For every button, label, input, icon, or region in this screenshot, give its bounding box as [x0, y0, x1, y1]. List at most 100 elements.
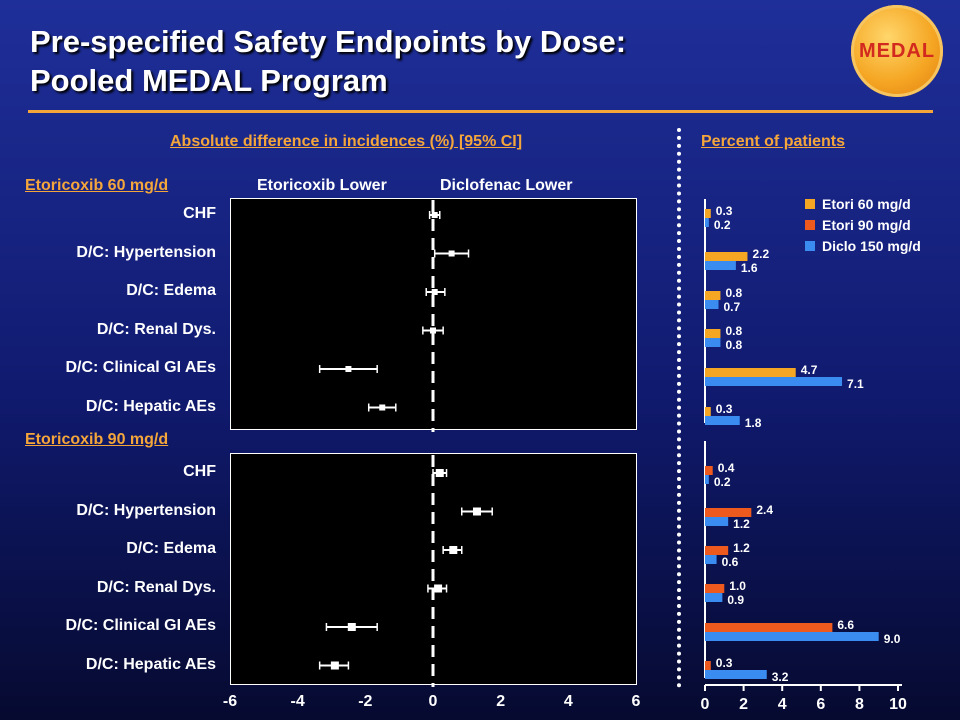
ci-marker-chf: [428, 211, 441, 219]
x-tick-label: 6: [632, 693, 641, 710]
bar-etori-60-mg-d: [705, 368, 796, 377]
row-label-d-c-renal-dys: D/C: Renal Dys.: [96, 578, 216, 596]
row-label-chf: CHF: [183, 463, 216, 480]
point-estimate: [449, 546, 458, 554]
bar-etori-60-mg-d: [705, 329, 721, 338]
bar-value-label: 1.2: [733, 541, 750, 555]
point-estimate: [431, 212, 438, 218]
slide-title-line1: Pre-specified Safety Endpoints by Dose:: [30, 24, 627, 59]
bar-value-label: 0.6: [722, 555, 739, 569]
point-estimate: [379, 404, 386, 411]
legend-swatch-etori-60: [805, 198, 815, 209]
bar-diclo-150-mg-d: [705, 475, 709, 484]
row-label-d-c-edema: D/C: Edema: [126, 540, 216, 557]
bar-value-label: 7.1: [847, 377, 864, 391]
logo-text: MEDAL: [858, 39, 936, 62]
bar-value-label: 0.3: [716, 402, 733, 416]
row-label-d-c-renal-dys: D/C: Renal Dys.: [96, 320, 216, 338]
bar-etori-90-mg-d: [705, 623, 833, 632]
row-label-d-c-hypertension: D/C: Hypertension: [76, 243, 216, 261]
bar-etori-90-mg-d: [705, 584, 725, 593]
row-label-d-c-hepatic-aes: D/C: Hepatic AEs: [85, 397, 216, 415]
bar-x-tick-label: 4: [778, 696, 787, 713]
bar-value-label: 1.0: [729, 579, 746, 593]
point-estimate: [347, 623, 356, 631]
legend-swatch-diclo-150: [805, 240, 815, 251]
bar-value-label: 0.4: [718, 461, 735, 475]
ci-marker-d-c-hypertension: [461, 507, 493, 516]
legend-swatch-etori-90: [805, 219, 815, 230]
ci-marker-d-c-edema: [425, 288, 446, 296]
bar-legend: Etori 60 mg/d Etori 90 mg/d Diclo 150 mg…: [805, 193, 921, 256]
row-label-d-c-clinical-gi-aes: D/C: Clinical GI AEs: [65, 617, 216, 634]
x-tick-label: -2: [358, 693, 372, 710]
bar-value-label: 9.0: [884, 632, 901, 646]
right-section-header: Percent of patients: [701, 133, 846, 150]
bar-diclo-150-mg-d: [705, 593, 723, 602]
bar-etori-90-mg-d: [705, 466, 713, 475]
bar-diclo-150-mg-d: [705, 300, 719, 309]
bar-x-tick-label: 2: [739, 696, 748, 713]
bar-value-label: 2.4: [756, 503, 773, 517]
bar-value-label: 0.3: [716, 204, 733, 218]
legend-label-diclo-150: Diclo 150 mg/d: [822, 237, 921, 254]
bar-value-label: 1.6: [741, 261, 758, 275]
legend-label-etori-90: Etori 90 mg/d: [822, 216, 911, 233]
bar-value-label: 1.2: [733, 517, 750, 531]
bar-etori-90-mg-d: [705, 546, 729, 555]
ci-marker-d-c-renal-dys: [422, 326, 444, 335]
bar-diclo-150-mg-d: [705, 632, 879, 641]
row-label-d-c-clinical-gi-aes: D/C: Clinical GI AEs: [65, 359, 216, 376]
ci-marker-d-c-hepatic-aes: [318, 661, 350, 670]
bar-value-label: 0.8: [725, 286, 742, 300]
x-tick-label: -6: [223, 693, 237, 710]
group-header-90: Etoricoxib 90 mg/d: [25, 431, 169, 448]
ci-marker-d-c-renal-dys: [427, 584, 448, 593]
x-tick-label: 2: [496, 693, 505, 710]
x-tick-label: 4: [564, 693, 573, 710]
bar-value-label: 0.8: [725, 338, 742, 352]
bar-x-tick-label: 10: [889, 696, 907, 713]
bar-value-label: 3.2: [772, 670, 789, 684]
medal-logo: MEDAL: [851, 5, 943, 97]
point-estimate: [435, 469, 444, 477]
bar-diclo-150-mg-d: [705, 338, 721, 347]
bar-value-label: 0.7: [724, 300, 741, 314]
ci-marker-d-c-hypertension: [433, 249, 470, 258]
column-header-diclofenac-lower: Diclofenac Lower: [440, 177, 573, 194]
bar-value-label: 2.2: [752, 247, 769, 261]
point-estimate: [472, 507, 481, 516]
x-tick-label: -4: [291, 693, 305, 710]
bar-x-tick-label: 0: [701, 696, 710, 713]
bar-x-tick-label: 6: [816, 696, 825, 713]
bar-etori-60-mg-d: [705, 209, 711, 218]
point-estimate: [434, 584, 443, 593]
bar-value-label: 4.7: [801, 363, 818, 377]
point-estimate: [448, 250, 455, 257]
title-underline: [28, 110, 933, 113]
group-header-60: Etoricoxib 60 mg/d: [25, 177, 169, 194]
left-section-header: Absolute difference in incidences (%) [9…: [170, 133, 523, 150]
row-label-d-c-hypertension: D/C: Hypertension: [76, 501, 216, 519]
bar-diclo-150-mg-d: [705, 517, 729, 526]
ci-marker-chf: [432, 469, 448, 477]
point-estimate: [430, 327, 436, 334]
bar-diclo-150-mg-d: [705, 555, 717, 564]
legend-item-etori-90: Etori 90 mg/d: [805, 214, 921, 235]
bar-value-label: 0.2: [714, 475, 731, 489]
bar-value-label: 0.9: [727, 593, 744, 607]
ci-marker-d-c-clinical-gi-aes: [318, 365, 378, 373]
column-header-etoricoxib-lower: Etoricoxib Lower: [257, 177, 387, 194]
slide-title-line2: Pooled MEDAL Program: [30, 63, 388, 98]
bar-value-label: 6.6: [837, 618, 854, 632]
ci-marker-d-c-hepatic-aes: [367, 403, 397, 412]
bar-value-label: 1.8: [745, 416, 762, 430]
bar-value-label: 0.8: [725, 324, 742, 338]
slide-title: Pre-specified Safety Endpoints by Dose: …: [30, 22, 626, 100]
point-estimate: [345, 366, 352, 372]
section-divider: [677, 128, 681, 688]
bar-etori-90-mg-d: [705, 508, 752, 517]
legend-label-etori-60: Etori 60 mg/d: [822, 195, 911, 212]
